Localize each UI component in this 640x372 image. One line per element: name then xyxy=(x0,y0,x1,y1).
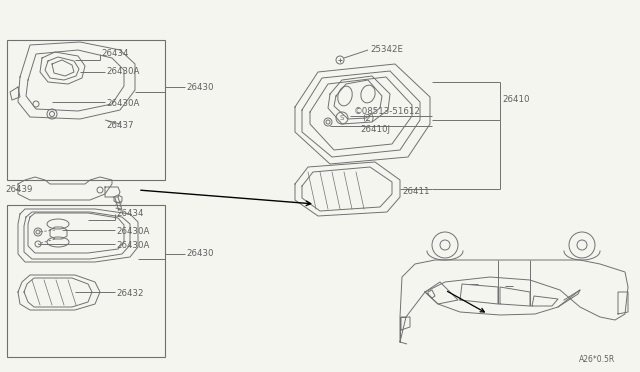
Text: 26430A: 26430A xyxy=(116,228,149,237)
Text: 26437: 26437 xyxy=(106,122,134,131)
Text: 25342E: 25342E xyxy=(370,45,403,55)
Text: S: S xyxy=(340,115,344,121)
Text: 26430A: 26430A xyxy=(116,241,149,250)
Bar xyxy=(7,40,165,180)
Text: 26410J: 26410J xyxy=(360,125,390,135)
Text: 26434: 26434 xyxy=(101,49,129,58)
Text: 26439: 26439 xyxy=(5,185,33,193)
Text: ©08513-51612: ©08513-51612 xyxy=(354,108,421,116)
Text: 26410: 26410 xyxy=(502,96,529,105)
Text: 26430A: 26430A xyxy=(106,67,140,77)
Bar xyxy=(7,205,165,357)
Text: A26*0.5R: A26*0.5R xyxy=(579,356,615,365)
Text: 26432: 26432 xyxy=(116,289,143,298)
Text: 26430: 26430 xyxy=(186,250,214,259)
Text: 26434: 26434 xyxy=(116,209,143,218)
Text: 26430: 26430 xyxy=(186,83,214,92)
Text: 26430A: 26430A xyxy=(106,99,140,109)
Text: 26411: 26411 xyxy=(402,187,429,196)
Text: (2): (2) xyxy=(362,115,374,124)
